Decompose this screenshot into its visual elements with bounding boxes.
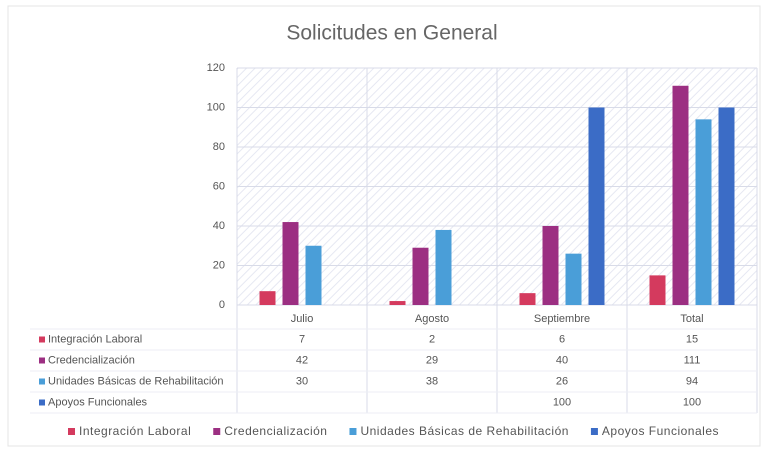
- bar: [435, 229, 452, 305]
- table-legend-key: [39, 399, 45, 406]
- legend-label: Unidades Básicas de Rehabilitación: [360, 424, 568, 438]
- table-row-label: Apoyos Funcionales: [48, 396, 148, 408]
- table-cell: 94: [686, 375, 698, 387]
- bar: [259, 291, 276, 305]
- bar: [588, 107, 605, 305]
- table-cell: 7: [299, 333, 305, 345]
- legend-key: [349, 428, 357, 435]
- y-tick-label: 20: [213, 259, 225, 271]
- table-row-label: Integración Laboral: [48, 333, 142, 345]
- table-cell: 6: [559, 333, 565, 345]
- bar: [672, 85, 689, 306]
- bar: [695, 119, 712, 305]
- table-cell: 42: [296, 354, 308, 366]
- chart-title: Solicitudes en General: [286, 22, 497, 45]
- table-row-label: Credencialización: [48, 354, 135, 366]
- table-cell: 29: [426, 354, 438, 366]
- y-tick-label: 120: [207, 62, 225, 74]
- table-legend-key: [39, 336, 45, 343]
- x-tick-label: Agosto: [415, 313, 449, 325]
- bar: [305, 245, 322, 305]
- bar: [649, 275, 666, 305]
- table-legend-key: [39, 357, 45, 364]
- y-tick-label: 0: [219, 299, 225, 311]
- table-cell: 38: [426, 375, 438, 387]
- x-tick-label: Julio: [291, 313, 314, 325]
- legend-key: [68, 428, 75, 435]
- table-cell: 100: [683, 396, 701, 408]
- bar: [412, 247, 429, 305]
- bar: [565, 253, 582, 305]
- legend-label: Integración Laboral: [79, 424, 191, 438]
- bar: [389, 301, 406, 305]
- table-legend-key: [39, 378, 45, 385]
- y-tick-label: 100: [207, 101, 225, 113]
- table-cell: 40: [556, 354, 568, 366]
- y-tick-label: 80: [213, 141, 225, 153]
- bar: [542, 226, 559, 305]
- bar: [519, 293, 536, 305]
- legend-label: Apoyos Funcionales: [602, 424, 719, 438]
- table-row-label: Unidades Básicas de Rehabilitación: [48, 375, 224, 387]
- x-tick-label: Septiembre: [534, 313, 590, 325]
- bar: [282, 222, 299, 305]
- table-cell: 15: [686, 333, 698, 345]
- table-cell: 2: [429, 333, 435, 345]
- table-cell: 111: [684, 354, 701, 366]
- y-tick-label: 60: [213, 180, 225, 192]
- bar: [718, 107, 735, 305]
- legend-key: [590, 428, 598, 435]
- legend-key: [213, 428, 221, 435]
- table-cell: 26: [556, 375, 568, 387]
- legend-label: Credencialización: [224, 424, 327, 438]
- y-tick-label: 40: [213, 220, 225, 232]
- table-cell: 30: [296, 375, 308, 387]
- table-cell: 100: [553, 396, 571, 408]
- x-tick-label: Total: [680, 313, 703, 325]
- chart-border: [7, 5, 761, 447]
